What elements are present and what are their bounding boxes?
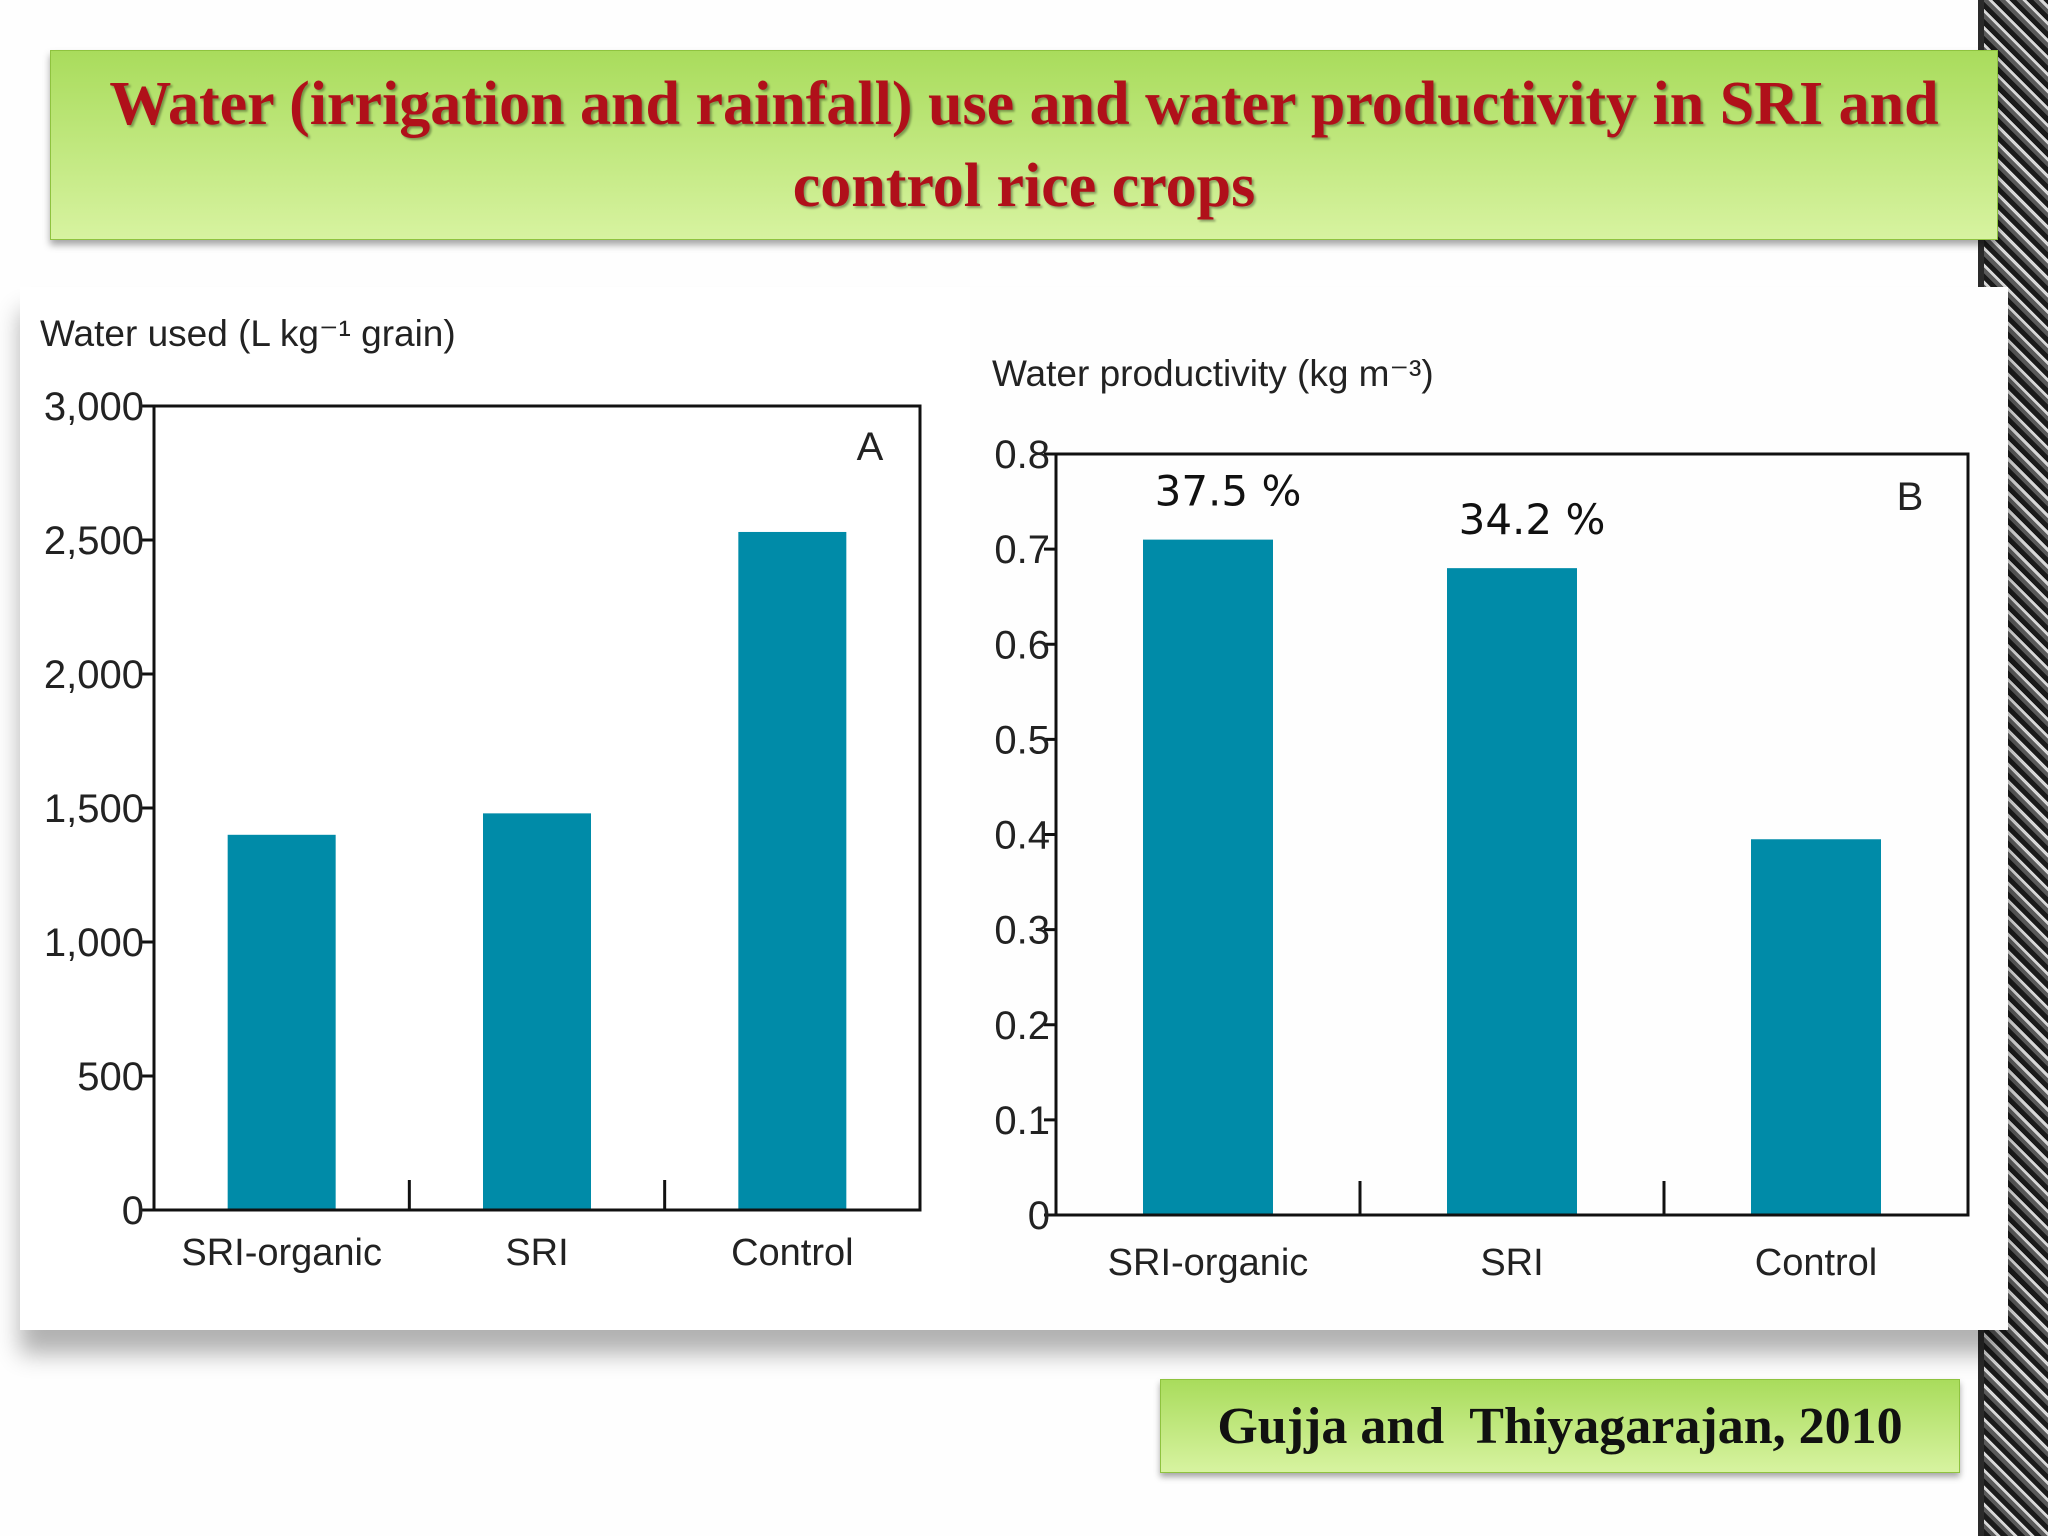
panel-b-ylabel: Water productivity (kg m⁻³) <box>992 353 1434 394</box>
panel-b-ytick-label: 0.7 <box>994 528 1050 572</box>
panel-b-ytick-label: 0.4 <box>994 814 1050 858</box>
panel-a-ytick-label: 1,000 <box>44 921 144 965</box>
panel-a-ylabel: Water used (L kg⁻¹ grain) <box>40 313 456 354</box>
panel-a-ytick-label: 2,500 <box>44 519 144 563</box>
panel-a-letter: A <box>857 425 884 469</box>
panel-a-ytick-label: 2,000 <box>44 653 144 697</box>
citation-text: Gujja and Thiyagarajan, 2010 <box>1217 1397 1903 1455</box>
panel-a-bar-control <box>738 531 847 1210</box>
panel-b-bar-annotation: 37.5 % <box>1155 467 1302 516</box>
panel-a-ytick-label: 0 <box>122 1189 144 1233</box>
panel-b-letter: B <box>1897 475 1924 519</box>
panel-b-ytick-label: 0.3 <box>994 909 1050 953</box>
panel-b-ytick-label: 0 <box>1028 1194 1050 1238</box>
panel-b-ytick-label: 0.2 <box>994 1004 1050 1048</box>
panel-b-bar-sri <box>1447 568 1577 1215</box>
panel-b-ytick-label: 0.8 <box>994 433 1050 477</box>
panel-b-ytick-label: 0.6 <box>994 623 1050 667</box>
panel-b-category-label: SRI <box>1480 1242 1543 1284</box>
panel-b-ytick-label: 0.5 <box>994 718 1050 762</box>
panel-a-category-label: SRI <box>505 1232 568 1274</box>
panel-a-category-label: SRI-organic <box>181 1232 382 1274</box>
panel-b-bar-sri-organic <box>1143 539 1273 1215</box>
slide-title: Water (irrigation and rainfall) use and … <box>109 70 1939 220</box>
panel-b-ytick-label: 0.1 <box>994 1099 1050 1143</box>
panel-a-ytick-label: 500 <box>77 1055 144 1099</box>
panel-a-ytick-label: 1,500 <box>44 787 144 831</box>
panel-b-bar-annotation: 34.2 % <box>1459 495 1606 544</box>
title-banner: Water (irrigation and rainfall) use and … <box>50 50 1998 240</box>
panel-a-bar-sri-organic <box>227 834 336 1210</box>
panel-b-category-label: Control <box>1755 1242 1878 1284</box>
panel-b-bar-control <box>1751 839 1881 1215</box>
panel-a-bar-sri <box>483 813 591 1210</box>
panel-a-category-label: Control <box>731 1232 854 1274</box>
panel-a-ytick-label: 3,000 <box>44 385 144 429</box>
citation-banner: Gujja and Thiyagarajan, 2010 <box>1160 1379 1960 1473</box>
panel-b-category-label: SRI-organic <box>1108 1242 1309 1284</box>
